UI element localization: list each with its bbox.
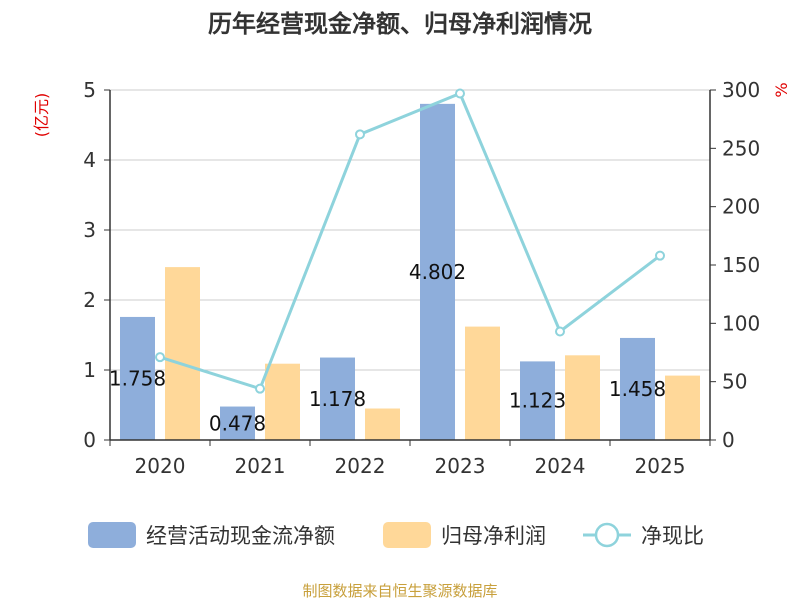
bar-operating-cash-flow: [520, 361, 555, 440]
line-point: [155, 352, 165, 363]
left-axis-unit: (亿元): [32, 93, 51, 138]
x-axis-tick-label: 2020: [135, 454, 186, 478]
legend-swatch: [88, 522, 136, 548]
bar-net-profit: [665, 375, 700, 440]
source-note: 制图数据来自恒生聚源数据库: [302, 582, 497, 600]
gridlines: [110, 89, 710, 371]
line-point: [655, 250, 665, 261]
bar-net-profit: [565, 355, 600, 440]
right-axis-tick-label: 200: [722, 195, 760, 219]
right-axis-tick-label: 50: [722, 370, 747, 394]
bar-net-profit: [165, 267, 200, 440]
bar-operating-cash-flow: [120, 316, 155, 440]
bar-operating-cash-flow: [420, 103, 455, 441]
bars-layer: [120, 103, 700, 441]
legend: 经营活动现金流净额 归母净利润 净现比: [88, 522, 704, 548]
line-point: [455, 88, 465, 99]
data-label: 4.802: [409, 260, 466, 284]
line-point: [255, 383, 265, 394]
right-axis-tick-label: 150: [722, 253, 760, 277]
left-axis-tick-label: 3: [83, 218, 96, 242]
bar-net-profit: [465, 326, 500, 440]
data-label: 1.123: [509, 389, 566, 413]
bar-operating-cash-flow: [320, 357, 355, 440]
x-axis-tick-label: 2023: [435, 454, 486, 478]
line-point: [355, 129, 365, 140]
chart-title: 历年经营现金净额、归母净利润情况: [208, 10, 592, 38]
right-axis-tick-label: 300: [722, 78, 760, 102]
data-label: 0.478: [209, 411, 266, 435]
data-labels-layer: 1.758 0.478 1.178 4.802 1.123 1.458: [109, 260, 666, 435]
left-axis-tick-label: 2: [83, 288, 96, 312]
x-axis-tick-label: 2025: [635, 454, 686, 478]
legend-label: 经营活动现金流净额: [146, 524, 335, 548]
bar-operating-cash-flow: [220, 406, 255, 440]
legend-label: 归母净利润: [441, 524, 546, 548]
left-axis-tick-label: 1: [83, 358, 96, 382]
right-axis-tick-label: 250: [722, 136, 760, 160]
line-layer: [155, 88, 665, 394]
x-axis-tick-label: 2024: [535, 454, 586, 478]
left-axis-tick-label: 5: [83, 78, 96, 102]
left-axis-tick-label: 0: [83, 428, 96, 452]
bar-operating-cash-flow: [620, 337, 655, 440]
bar-net-profit: [365, 408, 400, 440]
line-point: [555, 326, 565, 337]
data-label: 1.758: [109, 366, 166, 390]
data-label: 1.458: [609, 377, 666, 401]
right-axis-tick-label: 100: [722, 311, 760, 335]
left-axis-tick-label: 4: [83, 148, 96, 172]
line-cash-ratio: [159, 91, 661, 391]
legend-marker: [594, 522, 620, 548]
legend-label: 净现比: [641, 524, 704, 548]
legend-swatch: [383, 522, 431, 548]
x-axis-tick-label: 2022: [335, 454, 386, 478]
bar-net-profit: [265, 363, 300, 440]
right-axis-unit: %: [772, 82, 791, 97]
x-axis-tick-label: 2021: [235, 454, 286, 478]
data-label: 1.178: [309, 387, 366, 411]
right-axis-tick-label: 0: [722, 428, 735, 452]
